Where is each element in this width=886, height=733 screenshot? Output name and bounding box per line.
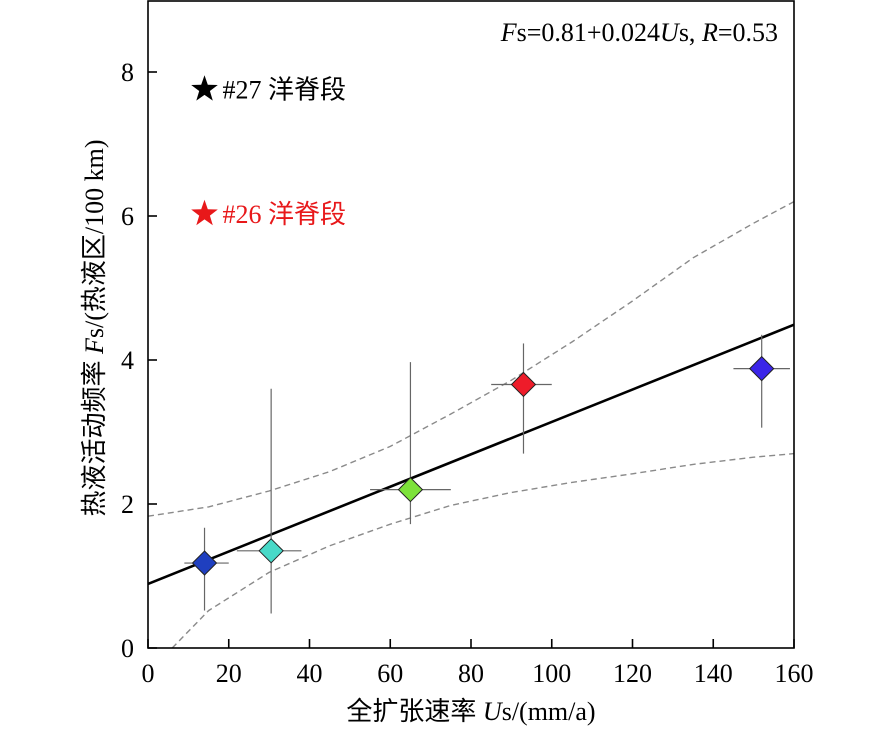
x-axis-title: 全扩张速率 Us/(mm/a) — [346, 697, 595, 726]
star-label-2: #26 洋脊段 — [223, 200, 347, 229]
x-tick-label: 100 — [532, 659, 571, 688]
y-tick-label: 0 — [121, 634, 134, 663]
x-tick-label: 20 — [216, 659, 242, 688]
regression-line — [147, 323, 795, 586]
ci-upper-line — [147, 200, 795, 517]
axis-ticks: 0 20 40 60 80 100 120 140 160 0 2 4 6 8 — [121, 58, 814, 688]
x-tick-label: 60 — [377, 659, 403, 688]
confidence-band — [147, 200, 795, 649]
data-points — [191, 355, 775, 576]
fit-equation: Fs=0.81+0.024Us, R=0.53 — [500, 18, 778, 47]
fit-line-layer — [147, 323, 795, 586]
x-tick-label: 120 — [613, 659, 652, 688]
y-tick-label: 2 — [121, 490, 134, 519]
x-tick-label: 0 — [142, 659, 155, 688]
data-point-diamond-2 — [258, 538, 284, 564]
data-point-diamond-5 — [748, 355, 775, 382]
star-label-1: #27 洋脊段 — [223, 75, 347, 104]
data-point-diamond-3 — [397, 476, 424, 503]
star-marker-2 — [191, 199, 218, 226]
star-marker-1 — [191, 75, 218, 101]
x-tick-label: 40 — [297, 659, 323, 688]
y-axis-title: 热液活动频率 Fs/(热液区/100 km) — [80, 139, 109, 516]
ridge-segment-stars: #27 洋脊段 #26 洋脊段 — [191, 75, 346, 229]
x-tick-label: 160 — [775, 659, 814, 688]
y-tick-label: 8 — [121, 58, 134, 87]
data-point-diamond-4 — [510, 371, 537, 398]
x-tick-label: 140 — [694, 659, 733, 688]
x-tick-label: 80 — [458, 659, 484, 688]
ci-lower-line — [171, 452, 795, 649]
data-point-diamond-1 — [191, 550, 218, 576]
y-tick-label: 6 — [121, 202, 134, 231]
y-tick-label: 4 — [121, 346, 134, 375]
error-bars — [184, 334, 790, 614]
